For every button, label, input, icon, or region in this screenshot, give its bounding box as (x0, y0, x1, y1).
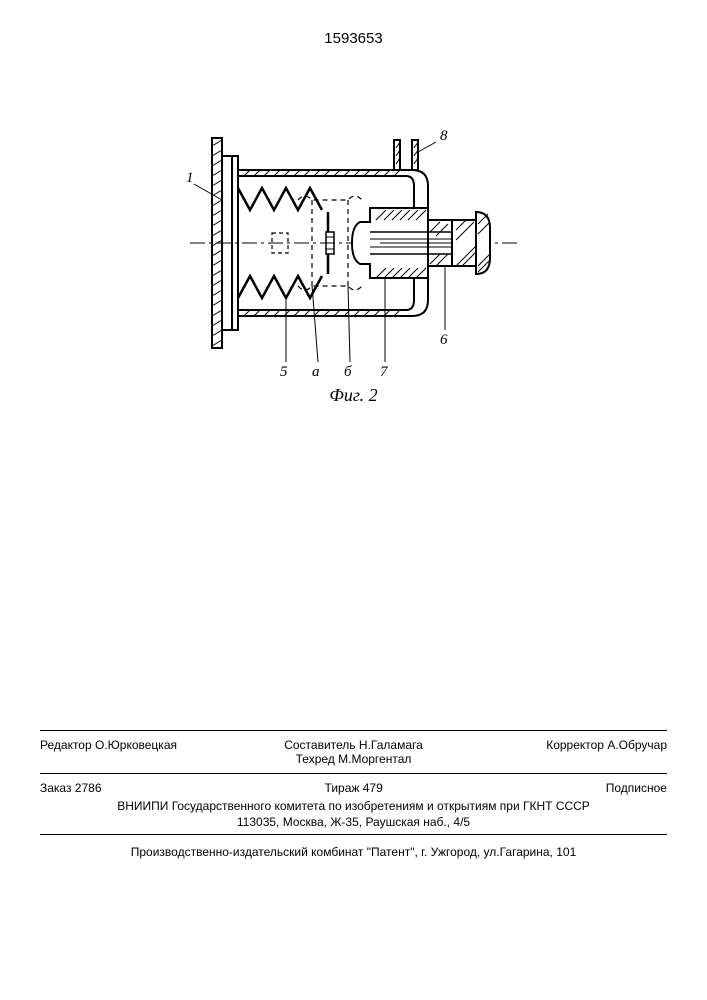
label-b: б (344, 364, 352, 380)
editor: Редактор О.Юрковецкая (40, 738, 230, 766)
bellows-top (238, 188, 322, 210)
label-1: 1 (186, 170, 194, 186)
label-5: 5 (280, 364, 288, 380)
stem-indicator (326, 212, 334, 274)
corrector: Корректор А.Обручар (477, 738, 667, 766)
leader-a (312, 285, 318, 362)
org-line-1: ВНИИПИ Государственного комитета по изоб… (40, 798, 667, 814)
production-line: Производственно-издательский комбинат "П… (40, 839, 667, 865)
end-knob (452, 212, 490, 274)
org-line-2: 113035, Москва, Ж-35, Раушская наб., 4/5 (40, 814, 667, 830)
label-8: 8 (440, 128, 448, 144)
document-number: 1593653 (0, 30, 707, 47)
credits-block: Редактор О.Юрковецкая Составитель Н.Гала… (40, 726, 667, 865)
figure-2: 1 8 5 а б 7 6 (180, 120, 530, 400)
podpisnoe: Подписное (606, 781, 667, 795)
leader-8 (418, 142, 436, 152)
label-a: а (312, 364, 320, 380)
tirazh: Тираж 479 (325, 781, 383, 795)
label-7: 7 (380, 364, 389, 380)
outlet-port (394, 140, 418, 170)
zakaz: Заказ 2786 (40, 781, 102, 795)
bellows-bottom (238, 276, 322, 298)
leader-b (348, 285, 350, 362)
techred: Техред М.Моргентал (230, 752, 477, 766)
compiler: Составитель Н.Галамага (230, 738, 477, 752)
label-6: 6 (440, 332, 448, 348)
figure-caption: Фиг. 2 (0, 385, 707, 406)
